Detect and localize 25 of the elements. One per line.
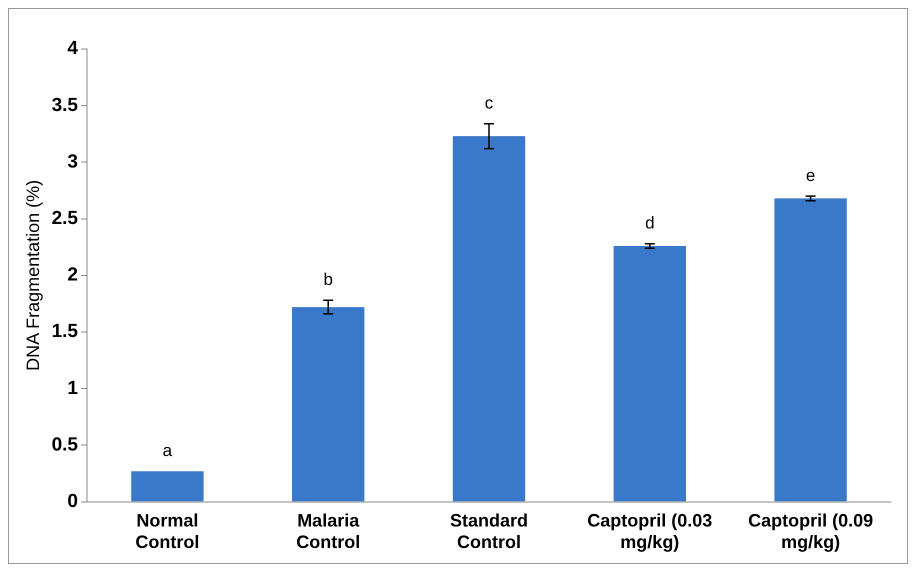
y-tick-label: 0.5: [52, 434, 78, 456]
y-axis-title: DNA Fragmentation (%): [22, 180, 43, 371]
x-tick-label: Captopril (0.09 mg/kg): [748, 510, 874, 552]
x-tick-label: Malaria Control: [296, 510, 360, 552]
annotation: e: [806, 166, 816, 185]
bar: [452, 136, 526, 502]
y-tick-label: 3.5: [52, 94, 78, 116]
bar: [774, 198, 847, 502]
y-tick-label: 2.5: [52, 208, 78, 230]
annotation: b: [323, 270, 333, 289]
annotation: c: [484, 93, 494, 112]
y-tick-label: 4: [67, 38, 78, 60]
x-tick-label: Captopril (0.03 mg/kg): [587, 510, 712, 552]
bar: [292, 307, 364, 502]
annotation: d: [645, 213, 655, 232]
bar: [131, 471, 204, 502]
x-tick-label: Standard Control: [450, 510, 528, 552]
y-tick-label: 2: [67, 264, 78, 286]
y-tick-label: 0: [67, 491, 78, 512]
y-tick-label: 3: [67, 151, 78, 172]
y-tick-label: 1.5: [52, 321, 78, 342]
y-tick-label: 1: [67, 378, 78, 399]
annotation: a: [162, 440, 173, 460]
bar: [614, 246, 686, 502]
x-tick-label: Normal Control: [135, 510, 200, 552]
